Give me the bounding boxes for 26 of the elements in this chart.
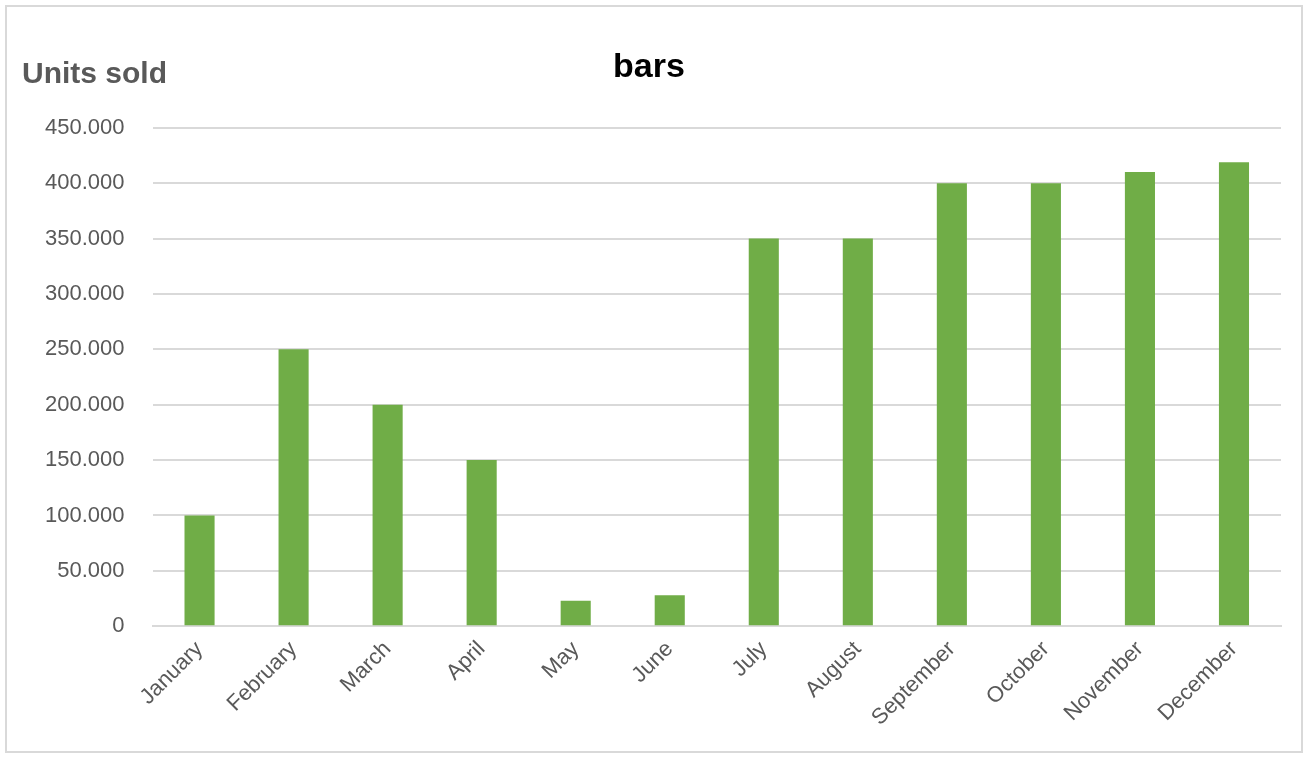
y-tick-label: 100.000 (44, 501, 125, 527)
y-tick-label: 350.000 (44, 224, 125, 250)
y-tick-label: 400.000 (44, 169, 125, 195)
y-tick-label: 250.000 (44, 335, 125, 361)
bar (372, 404, 403, 626)
bar (466, 460, 497, 626)
bar (278, 349, 309, 626)
y-tick-label: 200.000 (44, 390, 125, 416)
y-axis-title: Units sold (22, 56, 168, 90)
bar (1218, 162, 1250, 626)
bar (1030, 183, 1061, 626)
y-tick-label: 450.000 (44, 113, 125, 139)
bar (1124, 172, 1155, 626)
bar (842, 238, 873, 626)
y-tick-label: 150.000 (44, 446, 125, 472)
y-tick-label: 50.000 (57, 556, 125, 582)
y-tick-label: 0 (112, 612, 125, 638)
x-tick-label: May (536, 635, 584, 683)
bar (748, 238, 779, 626)
chart-title: bars (613, 45, 685, 84)
bar (936, 183, 967, 626)
bar (654, 595, 685, 626)
bar (560, 600, 591, 626)
y-tick-label: 300.000 (44, 280, 125, 306)
bar (184, 515, 215, 626)
x-tick-label: July (726, 635, 772, 682)
